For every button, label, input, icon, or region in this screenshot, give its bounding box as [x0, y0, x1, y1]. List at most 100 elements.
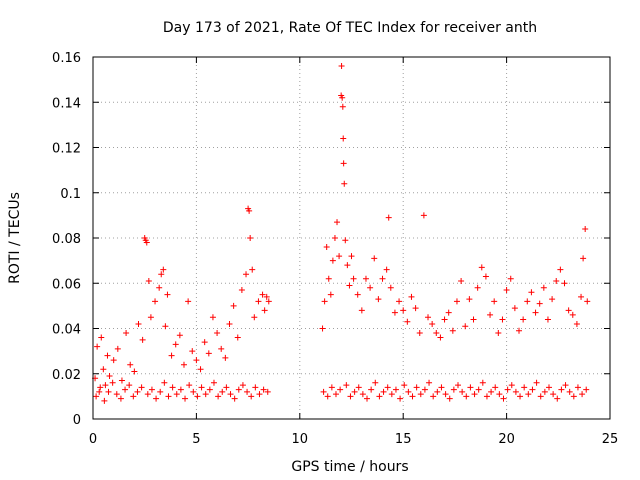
data-point — [338, 63, 345, 70]
data-point — [391, 309, 398, 316]
data-point — [553, 277, 560, 284]
data-point — [579, 391, 586, 398]
data-point — [404, 318, 411, 325]
data-point — [169, 384, 176, 391]
data-point — [433, 330, 440, 337]
y-tick-label: 0.08 — [52, 232, 81, 247]
data-point — [226, 320, 233, 327]
data-point — [516, 327, 523, 334]
data-point — [214, 330, 221, 337]
data-point — [441, 316, 448, 323]
data-point — [93, 393, 100, 400]
y-tick-label: 0.1 — [60, 187, 81, 202]
data-point — [549, 296, 556, 303]
data-point — [118, 377, 125, 384]
data-point — [512, 388, 519, 395]
data-point — [482, 273, 489, 280]
data-point — [102, 382, 109, 389]
data-point — [324, 393, 331, 400]
data-point — [397, 395, 404, 402]
data-point — [532, 309, 539, 316]
data-point — [328, 384, 335, 391]
data-point — [127, 361, 134, 368]
data-point — [243, 271, 250, 278]
data-point — [459, 388, 466, 395]
data-point — [194, 393, 201, 400]
data-point — [319, 325, 326, 332]
data-point — [474, 284, 481, 291]
data-point — [172, 341, 179, 348]
data-point — [238, 287, 245, 294]
data-point — [334, 219, 341, 226]
data-point — [341, 180, 348, 187]
data-point — [367, 284, 374, 291]
data-point — [138, 384, 145, 391]
data-point — [400, 307, 407, 314]
data-point — [488, 388, 495, 395]
data-point — [450, 386, 457, 393]
data-point — [205, 350, 212, 357]
data-point — [143, 239, 150, 246]
data-point — [218, 345, 225, 352]
data-point — [355, 384, 362, 391]
data-point — [471, 391, 478, 398]
data-point — [491, 298, 498, 305]
data-point — [541, 388, 548, 395]
data-point — [565, 307, 572, 314]
data-point — [375, 296, 382, 303]
data-point — [503, 287, 510, 294]
data-point — [421, 386, 428, 393]
data-point — [344, 262, 351, 269]
data-point — [261, 307, 268, 314]
data-point — [339, 103, 346, 110]
y-tick-label: 0.16 — [52, 51, 81, 66]
data-point — [114, 345, 121, 352]
data-point — [256, 391, 263, 398]
data-point — [525, 391, 532, 398]
data-point — [358, 307, 365, 314]
data-point — [323, 244, 330, 251]
data-point — [239, 382, 246, 389]
data-point — [105, 388, 112, 395]
data-point — [145, 277, 152, 284]
data-point — [197, 366, 204, 373]
data-point — [176, 332, 183, 339]
data-point — [412, 305, 419, 312]
data-point — [467, 384, 474, 391]
data-point — [339, 94, 346, 101]
data-point — [561, 280, 568, 287]
x-tick-label: 20 — [498, 432, 515, 447]
data-point — [554, 395, 561, 402]
data-point — [230, 302, 237, 309]
data-point — [101, 397, 108, 404]
data-point — [251, 314, 258, 321]
data-point — [511, 305, 518, 312]
data-point — [336, 253, 343, 260]
data-point — [347, 393, 354, 400]
data-point — [185, 298, 192, 305]
data-point — [234, 334, 241, 341]
data-point — [210, 379, 217, 386]
data-point — [492, 384, 499, 391]
x-tick-label: 10 — [292, 432, 309, 447]
data-point — [499, 316, 506, 323]
data-point — [544, 316, 551, 323]
data-point — [368, 386, 375, 393]
data-point — [430, 393, 437, 400]
data-point — [255, 298, 262, 305]
plot-frame — [92, 56, 611, 420]
data-point — [446, 395, 453, 402]
data-point — [231, 395, 238, 402]
data-point — [371, 255, 378, 262]
data-point — [219, 388, 226, 395]
data-point — [98, 334, 105, 341]
data-point — [520, 316, 527, 323]
data-point — [340, 160, 347, 167]
data-point — [445, 309, 452, 316]
data-point — [100, 366, 107, 373]
data-point — [165, 393, 172, 400]
data-point — [408, 293, 415, 300]
data-point — [106, 373, 113, 380]
data-point — [244, 388, 251, 395]
data-point — [545, 384, 552, 391]
